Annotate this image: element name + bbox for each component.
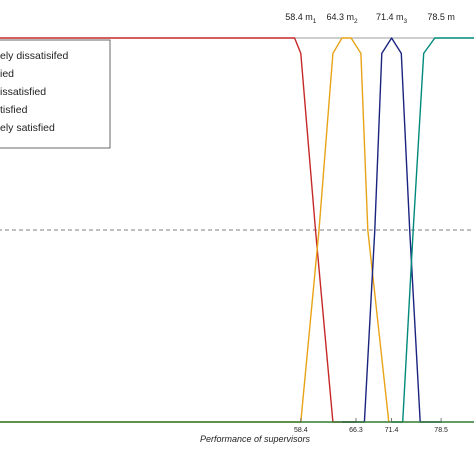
- top-marker-value: 64.3: [326, 12, 346, 22]
- legend-entry-1: ely dissatisifed: [0, 50, 68, 62]
- x-axis-label: Performance of supervisors: [200, 434, 311, 444]
- legend: ely dissatisifed ied issatisfied tisfied ely…: [0, 39, 111, 149]
- legend-entry-3: issatisfied: [0, 86, 46, 98]
- top-marker-subscript: 3: [404, 18, 408, 25]
- top-marker-subscript: 1: [313, 18, 317, 25]
- top-marker-symbol: m: [396, 12, 404, 22]
- x-tick-label: 66.3: [349, 427, 363, 434]
- top-label-group: 58.4 m1 64.3 m2 71.4 m3 78.5 m: [285, 12, 455, 25]
- top-marker-label: 78.5 m: [427, 12, 455, 22]
- x-tick-label: 78.5: [434, 427, 448, 434]
- top-marker-symbol: m: [305, 12, 313, 22]
- top-marker-label: 71.4 m3: [376, 12, 408, 25]
- top-marker-label: 58.4 m1: [285, 12, 317, 25]
- legend-box: [0, 39, 111, 149]
- x-tick-label: 58.4: [294, 427, 308, 434]
- top-marker-value: 78.5: [427, 12, 447, 22]
- series-group: [0, 37, 474, 423]
- x-tick-group: 58.4 66.3 71.4 78.5: [294, 418, 448, 434]
- series-line-2: [0, 37, 390, 423]
- top-marker-symbol: m: [447, 12, 455, 22]
- top-marker-label: 64.3 m2: [326, 12, 358, 25]
- series-line-3: [342, 37, 442, 423]
- legend-entry-4: tisfied: [0, 104, 28, 116]
- top-marker-value: 71.4: [376, 12, 396, 22]
- top-marker-subscript: 2: [354, 18, 358, 25]
- x-tick-label: 71.4: [385, 427, 399, 434]
- top-marker-value: 58.4: [285, 12, 305, 22]
- legend-entry-5: ely satisfied: [0, 122, 55, 134]
- top-marker-symbol: m: [346, 12, 354, 22]
- legend-entry-2: ied: [0, 68, 14, 80]
